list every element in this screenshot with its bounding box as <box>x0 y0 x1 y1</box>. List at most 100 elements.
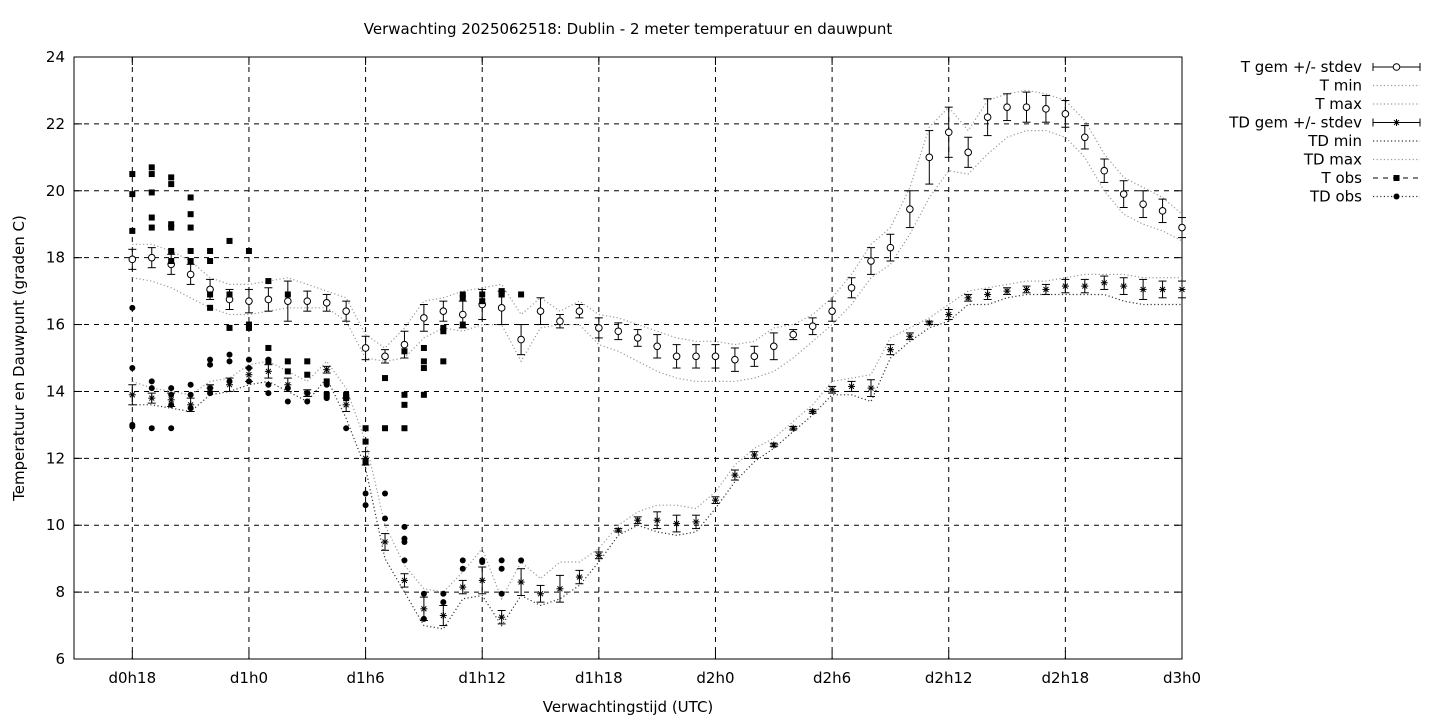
star-stroke <box>1140 286 1146 293</box>
td-obs-point <box>440 590 447 597</box>
t-obs-point <box>362 438 369 445</box>
y-tick-label: 8 <box>55 583 65 601</box>
td-mean-point <box>964 294 972 302</box>
td-obs-point <box>207 356 214 363</box>
t-mean-point <box>439 307 448 315</box>
x-tick-label: d2h0 <box>696 669 734 687</box>
td-obs-point <box>498 565 505 572</box>
t-mean-point <box>147 253 156 262</box>
td-obs-point <box>401 557 408 564</box>
star-stroke <box>887 346 894 353</box>
star-stroke <box>809 408 816 415</box>
t-mean-point <box>1081 133 1089 142</box>
t-obs-point <box>343 395 350 402</box>
td-obs-point <box>459 565 466 572</box>
legend-item: T obs <box>1321 169 1420 187</box>
y-tick-label: 18 <box>46 249 65 267</box>
axes: 6 8 10 12 14 16 18 20 22 24 d0h18 d1h0 d1h6 d1h12 d1h1… <box>46 48 1201 687</box>
td-mean-point <box>381 538 389 546</box>
star-stroke <box>557 585 563 592</box>
td-mean-point <box>848 382 856 390</box>
t-obs-point <box>401 401 408 408</box>
td-obs-point <box>129 304 136 311</box>
t-mean-point <box>731 355 739 364</box>
t-obs-point <box>420 365 427 372</box>
t-obs-point <box>362 458 369 465</box>
t-obs-point <box>420 391 427 398</box>
star-stroke <box>323 366 330 373</box>
td-obs-point <box>304 390 311 397</box>
td-obs-point <box>168 425 175 432</box>
t-obs-point <box>459 321 466 328</box>
legend-label: TD obs <box>1309 188 1362 206</box>
t-obs-point <box>226 324 233 331</box>
t-obs-point <box>245 247 252 254</box>
td-obs-point <box>207 390 214 397</box>
star-stroke <box>1023 286 1030 293</box>
t-obs-point <box>148 171 155 178</box>
t-obs-point <box>323 378 330 385</box>
star-stroke <box>1004 288 1010 294</box>
t-mean-point <box>536 307 545 315</box>
t-mean-point <box>614 327 623 336</box>
y-axis-label: Temperatuur en Dauwpunt (graden C) <box>10 215 28 502</box>
t-obs-point <box>401 348 408 355</box>
t-obs-point <box>420 344 427 351</box>
td-mean-point <box>906 332 914 340</box>
legend-item: T gem +/- stdev <box>1240 58 1421 76</box>
td-mean-point <box>867 384 875 392</box>
star-stroke <box>168 397 174 403</box>
t-obs-point <box>207 291 214 298</box>
td-obs-point <box>226 378 233 385</box>
td-obs-point <box>420 615 427 622</box>
star-stroke <box>615 527 622 534</box>
t-mean-point <box>1100 166 1109 175</box>
x-axis-label: Verwachtingstijd (UTC) <box>543 698 714 716</box>
td-obs-point <box>382 515 389 522</box>
star-stroke <box>421 606 427 612</box>
legend-marker <box>1393 193 1400 200</box>
t-mean-point <box>1042 105 1050 113</box>
td-mean-point <box>323 366 331 374</box>
star-stroke <box>479 577 486 584</box>
t-mean-point <box>964 148 972 157</box>
td-obs-point <box>440 599 447 606</box>
star-stroke <box>1043 286 1049 293</box>
td-obs-point <box>245 356 252 363</box>
t-mean-point <box>847 283 856 292</box>
td-mean-point <box>673 520 681 528</box>
td-obs-point <box>265 390 272 397</box>
td-mean-point <box>809 408 817 416</box>
plot-area <box>128 89 1186 630</box>
t-obs-point <box>284 358 291 365</box>
t-mean-point <box>886 243 895 252</box>
star-stroke <box>382 539 388 545</box>
star-stroke <box>1082 283 1088 289</box>
star-stroke <box>790 425 797 432</box>
legend-marker <box>1393 175 1400 181</box>
t-obs-point <box>401 391 408 398</box>
t-obs-point <box>479 291 486 298</box>
star-stroke <box>829 386 835 393</box>
t-obs-point <box>207 247 214 254</box>
t-obs-point <box>187 258 194 265</box>
star-stroke <box>907 333 913 340</box>
t-mean-point <box>1003 103 1011 111</box>
td-mean-point <box>1003 287 1011 295</box>
td-obs-point <box>245 365 252 372</box>
t-obs-point <box>440 358 447 365</box>
star-stroke <box>1101 279 1108 286</box>
star-stroke <box>246 371 252 378</box>
t-obs-point <box>226 291 233 298</box>
t-obs-point <box>168 181 175 188</box>
td-mean-point <box>556 585 564 593</box>
td-mean-point <box>459 583 467 591</box>
star-stroke <box>343 402 349 408</box>
t-obs-point <box>518 291 525 298</box>
t-mean-point <box>595 324 603 332</box>
t-obs-point <box>284 291 291 298</box>
t-mean-point <box>1119 190 1128 198</box>
td-mean-point <box>128 391 136 399</box>
star-stroke <box>770 442 777 448</box>
